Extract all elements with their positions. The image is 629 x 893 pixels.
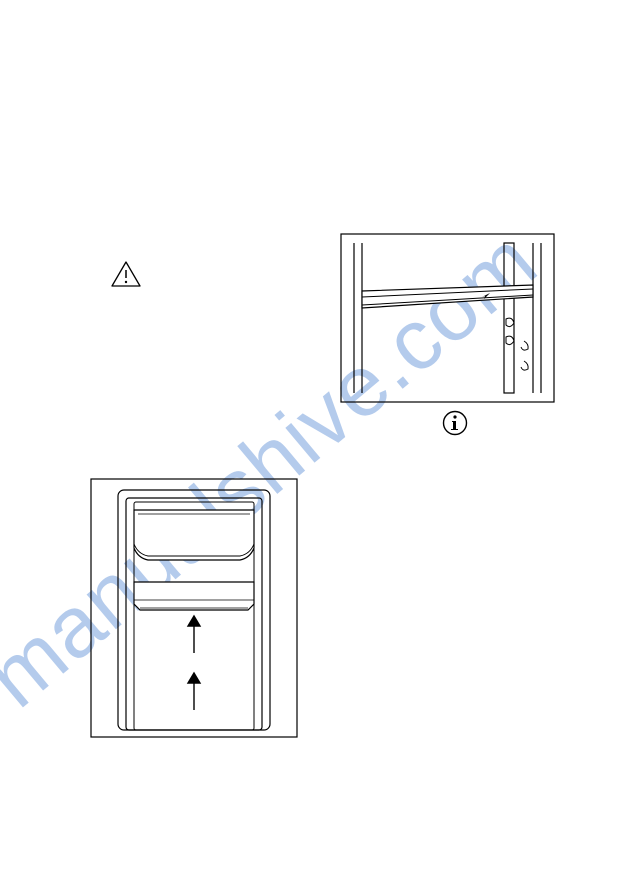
warning-triangle-icon	[110, 260, 142, 288]
shelf-diagram	[340, 233, 555, 403]
door-shelf-diagram	[90, 478, 298, 738]
arrow-up-icon	[188, 616, 200, 653]
info-circle-icon	[442, 410, 468, 436]
arrow-up-icon	[188, 673, 200, 710]
